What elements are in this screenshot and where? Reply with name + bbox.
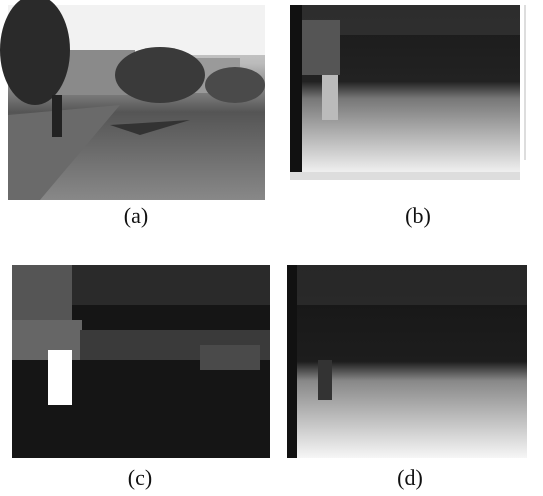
caption: (c): [128, 465, 152, 490]
image-a: [0, 0, 265, 200]
image-c: [12, 265, 270, 458]
caption: (d): [397, 465, 423, 490]
image-d: [287, 265, 527, 458]
caption: (a): [124, 203, 148, 228]
caption: (b): [405, 203, 431, 228]
image-b: [290, 5, 526, 180]
